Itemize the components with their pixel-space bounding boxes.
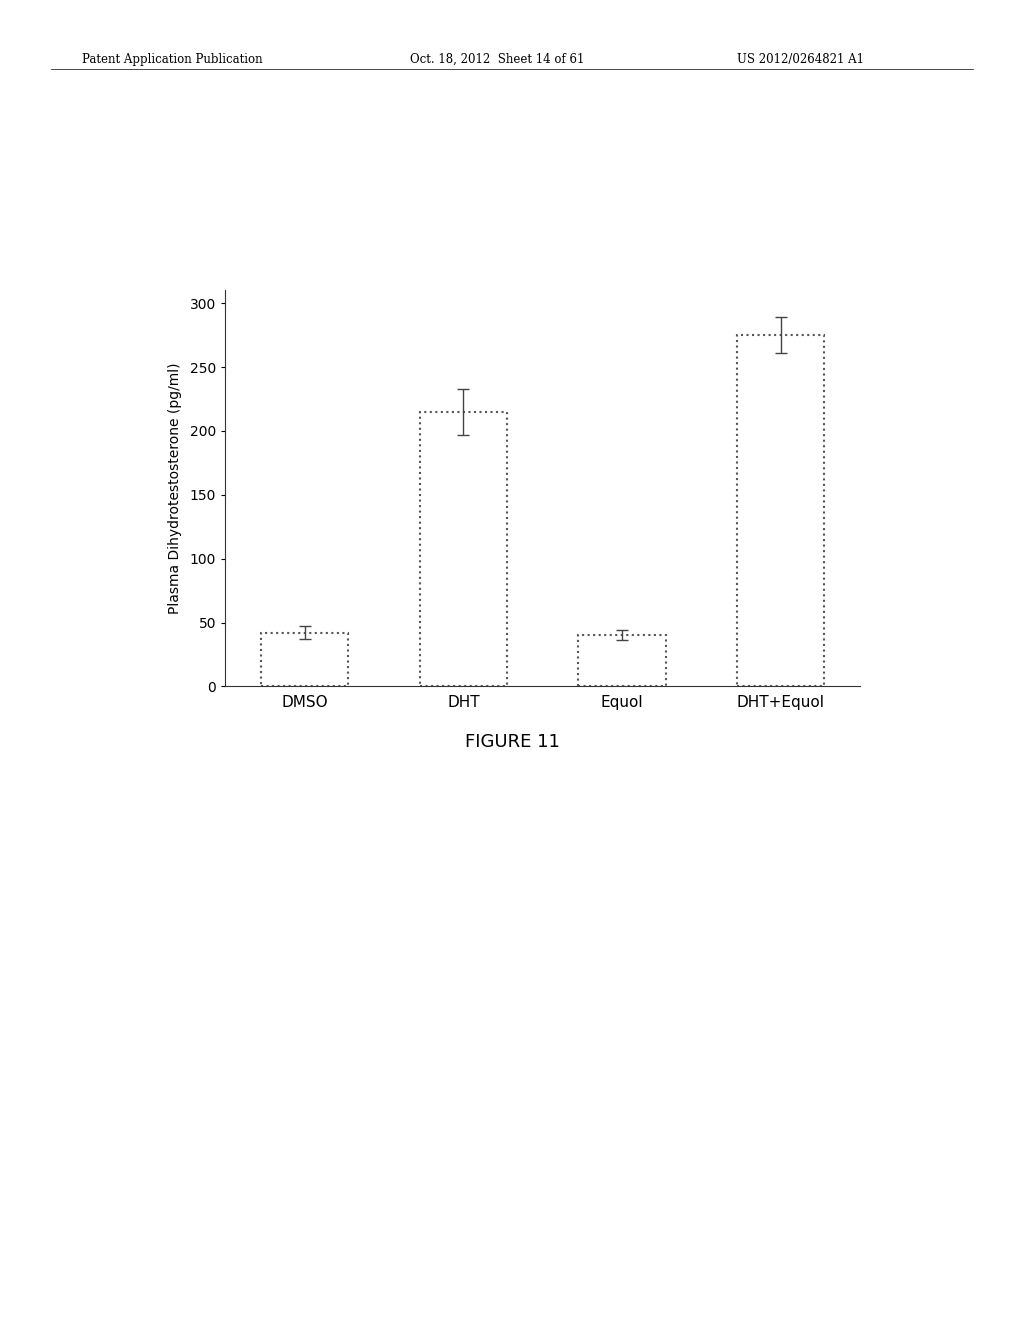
FancyBboxPatch shape (579, 635, 666, 686)
Y-axis label: Plasma Dihydrotestosterone (pg/ml): Plasma Dihydrotestosterone (pg/ml) (168, 363, 181, 614)
Text: US 2012/0264821 A1: US 2012/0264821 A1 (737, 53, 864, 66)
Text: FIGURE 11: FIGURE 11 (465, 733, 559, 751)
FancyBboxPatch shape (737, 335, 824, 686)
Text: Oct. 18, 2012  Sheet 14 of 61: Oct. 18, 2012 Sheet 14 of 61 (410, 53, 584, 66)
FancyBboxPatch shape (420, 412, 507, 686)
FancyBboxPatch shape (261, 632, 348, 686)
Text: Patent Application Publication: Patent Application Publication (82, 53, 262, 66)
